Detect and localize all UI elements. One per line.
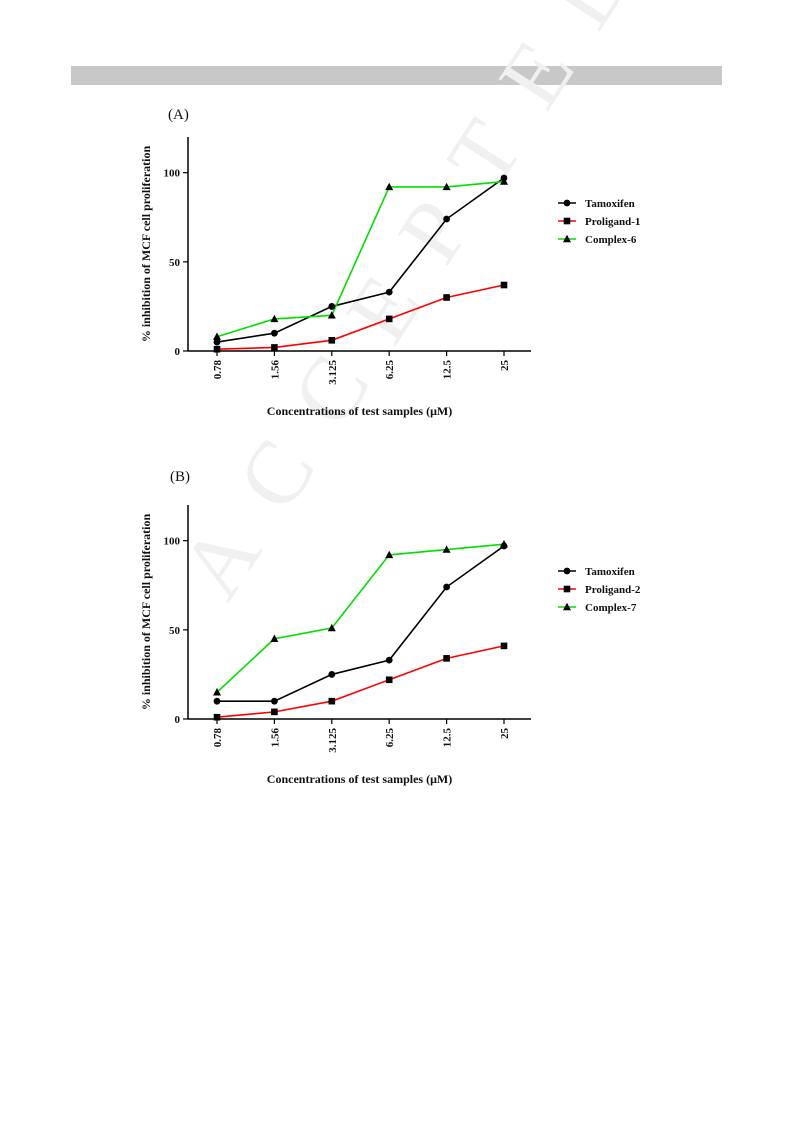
legend-marker — [563, 567, 571, 575]
legend-marker — [563, 585, 571, 593]
series-line — [216, 180, 505, 338]
y-tick-label: 50 — [169, 625, 181, 637]
y-tick-label: 100 — [164, 168, 181, 180]
series-line — [216, 284, 505, 351]
legend-label: Complex-6 — [585, 234, 637, 246]
legend-label: Proligand-1 — [585, 216, 640, 228]
x-tick-label: 6.25 — [384, 360, 396, 380]
data-point — [213, 338, 221, 346]
data-point — [442, 182, 451, 191]
y-tick-label: 0 — [175, 714, 181, 726]
x-tick-label: 1.56 — [269, 728, 281, 748]
x-axis-title: Concentrations of test samples (μM) — [267, 772, 452, 786]
series-line — [216, 543, 505, 693]
data-point — [328, 303, 336, 310]
data-point — [443, 655, 450, 662]
data-point — [271, 329, 278, 337]
y-tick-label: 100 — [164, 536, 181, 548]
data-point — [327, 623, 336, 632]
x-tick-label: 0.78 — [212, 728, 224, 748]
y-axis-title: % inhibition of MCF cell proliferation — [139, 146, 153, 343]
data-point — [385, 656, 393, 664]
legend-marker — [563, 217, 571, 225]
data-point — [270, 634, 279, 642]
legend-label: Complex-7 — [585, 602, 637, 614]
legend-label: Proligand-2 — [585, 584, 641, 596]
data-point — [500, 540, 508, 548]
data-point — [385, 676, 393, 684]
data-point — [271, 344, 278, 351]
x-tick-label: 6.25 — [384, 728, 396, 748]
data-point — [271, 708, 278, 716]
data-point — [443, 215, 450, 223]
panel-label-b: (B) — [170, 469, 190, 485]
chart-a: 0 50 100 0.78 1.56 3.125 6.25 12.5 25 Concentrati… — [139, 137, 640, 418]
data-point — [443, 294, 450, 301]
x-tick-label: 25 — [499, 360, 511, 372]
data-point — [385, 288, 393, 296]
legend-label: Tamoxifen — [585, 566, 635, 578]
x-tick-label: 12.5 — [442, 728, 454, 748]
data-point — [327, 311, 336, 319]
data-point — [328, 337, 336, 344]
data-point — [385, 182, 394, 191]
data-point — [385, 315, 393, 323]
data-point — [213, 688, 221, 696]
y-axis-title: % inhibition of MCF cell proliferation — [139, 514, 153, 711]
data-point — [270, 314, 279, 323]
series-line — [216, 177, 505, 343]
x-tick-label: 1.56 — [269, 360, 281, 380]
x-tick-label: 25 — [499, 728, 511, 740]
data-point — [443, 583, 450, 591]
legend-marker — [563, 602, 571, 611]
data-point — [500, 281, 508, 289]
data-point — [500, 177, 508, 185]
legend-marker — [563, 199, 571, 207]
x-tick-label: 0.78 — [212, 360, 224, 380]
data-point — [328, 671, 336, 678]
data-point — [271, 697, 278, 705]
data-point — [213, 345, 221, 353]
data-point — [213, 713, 221, 721]
y-tick-label: 0 — [175, 346, 181, 358]
legend-label: Tamoxifen — [585, 198, 635, 210]
legend-marker — [563, 234, 571, 243]
data-point — [500, 642, 508, 650]
panel-label-a: (A) — [168, 107, 189, 123]
series-line — [217, 545, 505, 702]
x-tick-label: 12.5 — [442, 360, 454, 380]
data-point — [442, 545, 451, 553]
data-point — [328, 697, 336, 705]
x-tick-label: 3.125 — [327, 360, 339, 385]
y-tick-label: 50 — [169, 257, 181, 269]
header-bar — [71, 66, 722, 85]
data-point — [213, 697, 221, 705]
x-axis-title: Concentrations of test samples (μM) — [267, 404, 452, 418]
data-point — [213, 332, 221, 340]
series-line — [216, 645, 505, 719]
chart-b: 0 50 100 0.78 1.56 3.125 6.25 12.5 25 Concentrati… — [139, 505, 641, 786]
data-point — [385, 550, 394, 559]
x-tick-label: 3.125 — [327, 728, 339, 753]
